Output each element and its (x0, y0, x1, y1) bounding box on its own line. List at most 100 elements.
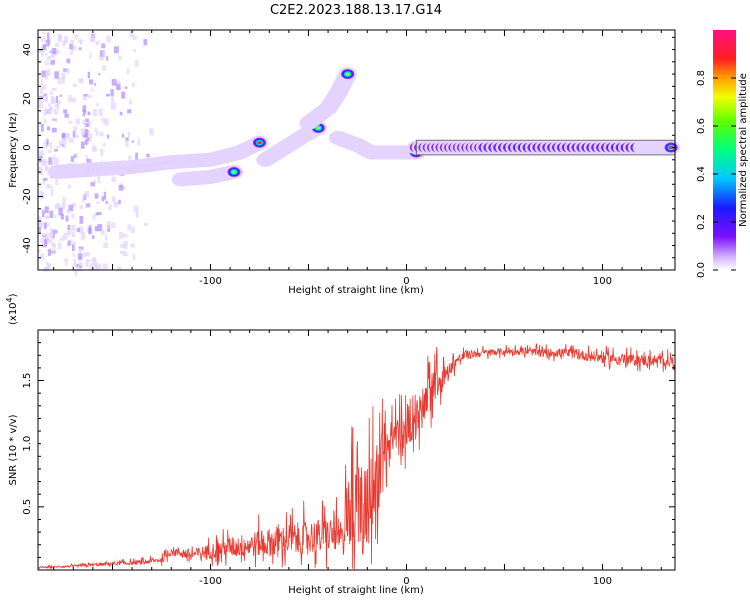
spectrogram-speckle (91, 235, 95, 240)
spectrogram-speckle (102, 263, 108, 270)
spectrogram-speckle (43, 118, 47, 124)
spectrogram-speckle (85, 155, 88, 163)
spectrogram-speckle (117, 266, 122, 271)
x-tick-label: 100 (593, 576, 612, 587)
spectrogram-marks (38, 31, 681, 276)
spectrogram-speckle (61, 235, 65, 242)
spectrogram-speckle (114, 201, 118, 205)
spectrogram-speckle (71, 232, 75, 238)
spectrogram-speckle (50, 142, 53, 150)
spectrogram-speckle (129, 31, 134, 38)
spectrogram-speckle (92, 214, 96, 220)
spectrogram-speckle (42, 44, 47, 51)
spectrogram-speckle (79, 79, 84, 84)
spectrogram-speckle (42, 179, 45, 185)
spectrogram-speckle (118, 184, 124, 191)
spectrogram-speckle (134, 59, 139, 67)
spectrogram-speckle (40, 152, 44, 159)
spectrogram-speckle (89, 158, 92, 167)
spectrogram-speckle (61, 201, 66, 209)
spectrogram-speckle (89, 52, 92, 59)
spectrogram-speckle (42, 85, 47, 90)
spectrogram-speckle (92, 257, 97, 262)
spectrogram-speckle (82, 96, 87, 101)
spectrogram-speckle (97, 176, 101, 184)
snr-panel: 0.5 1.0 1.5 -100 0 100 Height of straight li… (5, 293, 676, 596)
snr-frame (37, 329, 676, 571)
spectrogram-speckle (127, 131, 131, 138)
spectrogram-speckle (110, 89, 114, 97)
spectrogram-speckle (116, 80, 121, 84)
spectrogram-speckle (124, 86, 128, 89)
spectrogram-speckle (103, 142, 106, 147)
spectrogram-speckle (86, 121, 91, 128)
spectrogram-speckle (63, 68, 68, 72)
spectrogram-speckle (106, 35, 111, 43)
spectrogram-speckle (42, 31, 46, 35)
spectrogram-speckle (51, 127, 57, 133)
y-tick-label: 0 (22, 144, 33, 150)
spectrogram-speckle (116, 83, 121, 91)
spectrogram-speckle (59, 94, 62, 97)
spectrogram-peak (256, 141, 262, 145)
spectrogram-speckle (62, 40, 67, 47)
spectrogram-speckle (106, 56, 109, 61)
spectrogram-speckle (74, 134, 79, 139)
spectrogram-speckle (113, 46, 119, 54)
spectrogram-speckle (87, 71, 91, 79)
y-tick-label: -40 (22, 237, 33, 253)
spectrogram-speckle (56, 100, 62, 105)
spectrogram-speckle (65, 133, 71, 140)
spectrogram-speckle (49, 238, 53, 244)
spectrogram-speckle (96, 211, 102, 216)
spectrogram-speckle (43, 267, 48, 272)
spectrogram-speckle (63, 258, 69, 262)
spectrogram-speckle (45, 238, 50, 244)
spectrogram-speckle (40, 37, 46, 42)
spectrogram-speckle (121, 91, 126, 99)
spectrogram-speckle (122, 186, 126, 189)
spectrogram-speckle (111, 79, 117, 86)
spectrogram-speckle (85, 259, 89, 268)
spectrogram-speckle (57, 103, 60, 110)
spectrogram-speckle (125, 137, 129, 141)
spectrogram-speckle (68, 231, 71, 234)
spectrogram-speckle (71, 49, 74, 52)
spectrogram-speckle (84, 139, 88, 145)
spectrogram-speckle (146, 153, 150, 158)
spectrogram-speckle (59, 237, 63, 241)
snr-ylabel: SNR (10 * v/v) (8, 414, 19, 485)
spectrogram-speckle (42, 210, 45, 218)
spectrogram-speckle (123, 241, 128, 249)
spectrogram-speckle (135, 210, 139, 218)
spectrogram-speckle (132, 36, 137, 40)
spectrogram-speckle (44, 61, 49, 66)
x-tick-label: 0 (403, 576, 409, 587)
colorbar-tick-label: 0.4 (696, 166, 707, 182)
spectrogram-speckle (86, 130, 91, 136)
spectrogram-speckle (93, 147, 98, 152)
spectrogram-cell (346, 72, 350, 76)
spectrogram-speckle (95, 41, 100, 45)
spectrogram-speckle (95, 131, 100, 136)
spectrogram-speckle (143, 222, 149, 227)
spectrogram-speckle (79, 264, 83, 268)
spectrogram-speckle (68, 94, 72, 103)
spectrogram-speckle (46, 56, 51, 61)
spectrogram-speckle (98, 108, 103, 117)
colorbar-tick-label: 0.2 (696, 214, 707, 230)
spectrogram-y-axis: -40 -20 0 20 40 (22, 36, 675, 271)
spectrogram-speckle (76, 228, 81, 232)
spectrogram-speckle (47, 32, 50, 40)
spectrogram-speckle (44, 72, 48, 80)
spectrogram-speckle (83, 194, 87, 200)
spectrogram-speckle (54, 43, 60, 47)
colorbar-gradient (713, 30, 736, 270)
spectrogram-speckle (130, 243, 135, 248)
spectrogram-speckle (41, 240, 46, 248)
colorbar-tick-label: 0.8 (696, 70, 707, 86)
spectrogram-speckle (67, 224, 71, 231)
spectrogram-speckle (40, 191, 45, 199)
spectrogram-speckle (38, 227, 41, 234)
spectrogram-speckle (135, 152, 139, 160)
